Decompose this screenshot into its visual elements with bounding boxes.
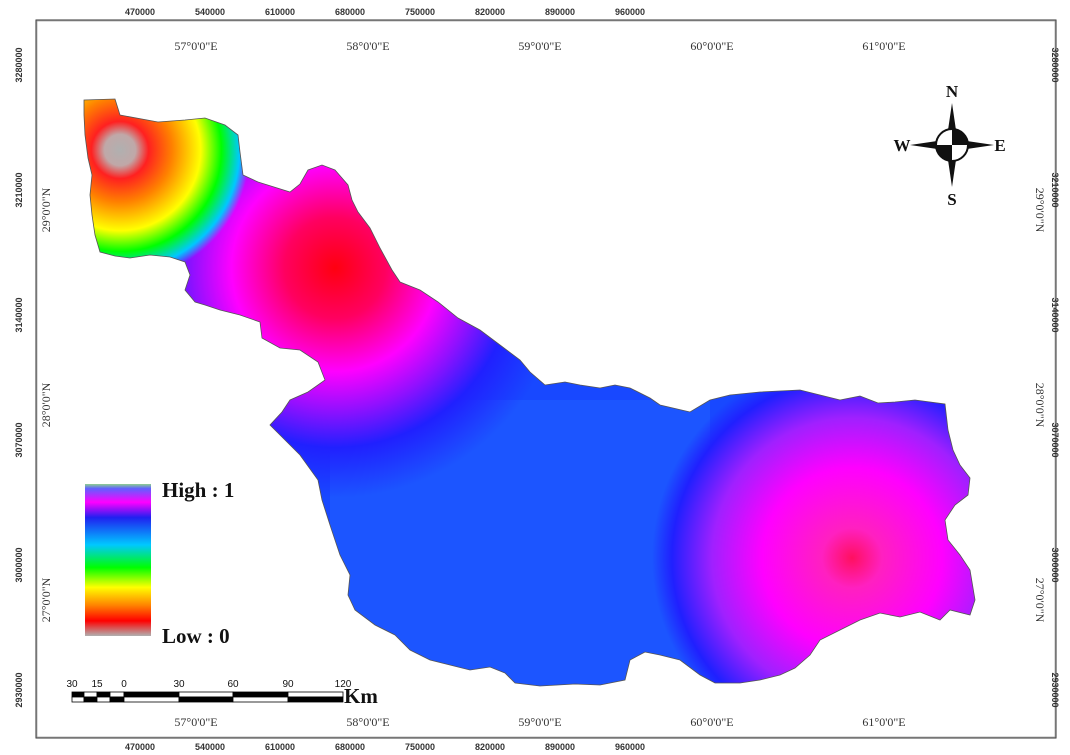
compass-w-label: W xyxy=(894,136,911,155)
x-ticks-top: 470000 540000 610000 680000 750000 820000 8900… xyxy=(125,7,645,17)
scale-bar-block xyxy=(83,691,98,698)
scale-bar-tick-label: 60 xyxy=(227,679,239,690)
x-tick-label: 890000 xyxy=(545,742,575,752)
latitude-label: 29°0'0"N xyxy=(1033,188,1047,233)
y-tick-label: 3210000 xyxy=(14,172,24,207)
scale-bar-tick-label: 15 xyxy=(91,679,103,690)
legend-color-ramp xyxy=(85,484,151,636)
latitude-labels-right: 29°0'0"N 28°0'0"N 27°0'0"N xyxy=(1033,188,1047,623)
latitude-label: 28°0'0"N xyxy=(1033,383,1047,428)
scale-bar-unit: Km xyxy=(344,684,378,708)
y-tick-label: 3070000 xyxy=(14,422,24,457)
x-tick-label: 750000 xyxy=(405,7,435,17)
longitude-label: 59°0'0"E xyxy=(518,39,561,53)
longitude-label: 61°0'0"E xyxy=(862,715,905,729)
x-tick-label: 470000 xyxy=(125,742,155,752)
longitude-label: 60°0'0"E xyxy=(690,39,733,53)
compass-rose: N S E W xyxy=(894,82,1006,209)
map-inner-frame xyxy=(36,20,1056,738)
legend: High : 1 Low : 0 xyxy=(85,478,234,648)
y-tick-label: 3210000 xyxy=(1050,172,1060,207)
scale-bar-tick-label: 30 xyxy=(66,679,78,690)
x-tick-label: 820000 xyxy=(475,742,505,752)
scale-bar-tick-label: 120 xyxy=(335,679,352,690)
x-ticks-bottom: 470000 540000 610000 680000 750000 820000 8900… xyxy=(125,742,645,752)
latitude-label: 28°0'0"N xyxy=(39,382,53,427)
latitude-label: 27°0'0"N xyxy=(39,577,53,622)
scale-bar-block xyxy=(178,696,234,703)
scale-bar-block xyxy=(96,691,111,698)
y-tick-label: 3140000 xyxy=(1050,297,1060,332)
x-tick-label: 470000 xyxy=(125,7,155,17)
y-tick-label: 3000000 xyxy=(1050,547,1060,582)
y-tick-label: 3280000 xyxy=(14,47,24,82)
scale-bar-block xyxy=(287,691,344,698)
y-ticks-right: 3280000 3210000 3140000 3070000 3000000 29300… xyxy=(1050,47,1060,707)
scale-bar-block xyxy=(71,691,85,698)
y-tick-label: 3000000 xyxy=(14,547,24,582)
scale-bar-block xyxy=(232,696,289,703)
scale-bar-tick-label: 90 xyxy=(282,679,294,690)
latitude-label: 29°0'0"N xyxy=(39,187,53,232)
scale-bar: 30 15 0 30 60 90 120 Km xyxy=(66,679,378,708)
legend-low-label: Low : 0 xyxy=(162,624,230,648)
x-tick-label: 610000 xyxy=(265,7,295,17)
latitude-label: 27°0'0"N xyxy=(1033,578,1047,623)
y-ticks-left: 3280000 3210000 3140000 3070000 3000000 29300… xyxy=(14,47,24,707)
y-tick-label: 3070000 xyxy=(1050,422,1060,457)
scale-bar-blocks xyxy=(71,691,344,703)
scale-bar-block xyxy=(123,691,180,698)
scale-bar-tick-label: 0 xyxy=(121,679,127,690)
longitude-label: 57°0'0"E xyxy=(174,39,217,53)
x-tick-label: 960000 xyxy=(615,742,645,752)
x-tick-label: 540000 xyxy=(195,742,225,752)
scale-bar-block xyxy=(232,691,289,698)
scale-bar-block xyxy=(178,691,234,698)
x-tick-label: 540000 xyxy=(195,7,225,17)
map-frame xyxy=(35,19,1057,739)
scale-bar-block xyxy=(71,696,85,703)
scale-bar-block xyxy=(109,696,125,703)
longitude-labels-bottom: 57°0'0"E 58°0'0"E 59°0'0"E 60°0'0"E 61°0'0"E xyxy=(174,715,905,729)
longitude-label: 59°0'0"E xyxy=(518,715,561,729)
longitude-label: 58°0'0"E xyxy=(346,715,389,729)
legend-high-label: High : 1 xyxy=(162,478,234,502)
compass-n-label: N xyxy=(946,82,959,101)
x-tick-label: 680000 xyxy=(335,7,365,17)
longitude-label: 61°0'0"E xyxy=(862,39,905,53)
longitude-label: 60°0'0"E xyxy=(690,715,733,729)
y-tick-label: 3140000 xyxy=(14,297,24,332)
longitude-label: 57°0'0"E xyxy=(174,715,217,729)
scale-bar-labels: 30 15 0 30 60 90 120 xyxy=(66,679,351,690)
scale-bar-block xyxy=(109,691,125,698)
latitude-labels-left: 29°0'0"N 28°0'0"N 27°0'0"N xyxy=(39,187,53,622)
scale-bar-block xyxy=(287,696,344,703)
y-tick-label: 3280000 xyxy=(1050,47,1060,82)
longitude-labels-top: 57°0'0"E 58°0'0"E 59°0'0"E 60°0'0"E 61°0'0"E xyxy=(174,39,905,53)
scale-bar-block xyxy=(83,696,98,703)
scale-bar-block xyxy=(123,696,180,703)
x-tick-label: 890000 xyxy=(545,7,575,17)
scale-bar-block xyxy=(96,696,111,703)
x-tick-label: 820000 xyxy=(475,7,505,17)
x-tick-label: 680000 xyxy=(335,742,365,752)
y-tick-label: 2930000 xyxy=(14,672,24,707)
scale-bar-tick-label: 30 xyxy=(173,679,185,690)
compass-s-label: S xyxy=(947,190,956,209)
x-tick-label: 750000 xyxy=(405,742,435,752)
x-tick-label: 960000 xyxy=(615,7,645,17)
study-area-surface xyxy=(84,99,975,686)
compass-e-label: E xyxy=(994,136,1005,155)
longitude-label: 58°0'0"E xyxy=(346,39,389,53)
y-tick-label: 2930000 xyxy=(1050,672,1060,707)
x-tick-label: 610000 xyxy=(265,742,295,752)
